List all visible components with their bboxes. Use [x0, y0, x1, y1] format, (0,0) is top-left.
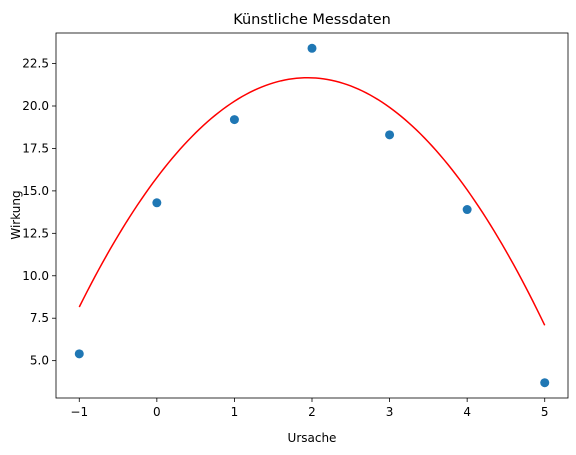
y-tick-label: 12.5 — [22, 226, 49, 240]
x-axis-label: Ursache — [288, 431, 337, 445]
chart-title: Künstliche Messdaten — [233, 12, 391, 28]
y-tick-label: 20.0 — [22, 99, 49, 113]
x-tick-label: 2 — [308, 405, 316, 419]
y-tick-label: 15.0 — [22, 184, 49, 198]
points-layer — [74, 43, 550, 388]
data-point — [462, 205, 472, 215]
data-point — [385, 130, 395, 140]
y-tick-label: 10.0 — [22, 269, 49, 283]
y-axis-label: Wirkung — [9, 190, 23, 239]
y-tick-label: 22.5 — [22, 57, 49, 71]
data-point — [307, 43, 317, 53]
x-tick-label: 3 — [386, 405, 394, 419]
x-tick-label: 5 — [541, 405, 549, 419]
x-tick-label: −1 — [70, 405, 88, 419]
y-ticks: 5.0 7.5 10.0 12.5 15.0 17.5 20.0 22.5 — [22, 57, 56, 368]
y-tick-label: 5.0 — [30, 354, 49, 368]
data-point — [540, 378, 550, 388]
x-ticks: −1 0 1 2 3 4 5 — [70, 398, 549, 419]
x-tick-label: 0 — [153, 405, 161, 419]
y-tick-label: 17.5 — [22, 141, 49, 155]
fit-curve — [78, 76, 546, 326]
data-point — [74, 349, 84, 359]
fit-layer — [78, 76, 546, 326]
data-point — [152, 198, 162, 208]
y-tick-label: 7.5 — [30, 311, 49, 325]
x-tick-label: 1 — [231, 405, 239, 419]
plot-background — [56, 33, 568, 398]
x-tick-label: 4 — [463, 405, 471, 419]
data-point — [229, 115, 239, 125]
